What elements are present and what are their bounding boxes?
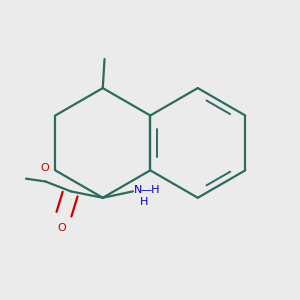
Text: H: H xyxy=(140,197,148,207)
Text: —H: —H xyxy=(141,185,160,195)
Text: O: O xyxy=(57,223,66,233)
Text: N: N xyxy=(134,185,142,195)
Text: O: O xyxy=(40,163,49,173)
